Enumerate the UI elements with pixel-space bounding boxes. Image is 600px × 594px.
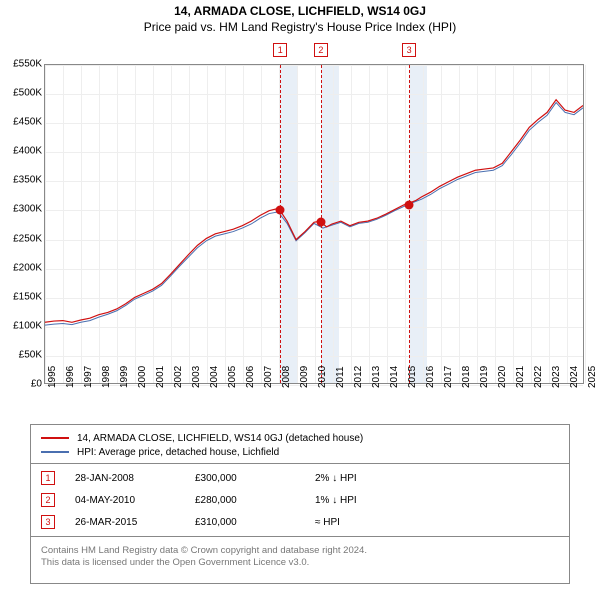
x-axis-label: 2002 [173, 366, 184, 388]
event-dashline [409, 65, 410, 383]
transaction-price: £280,000 [195, 495, 315, 506]
x-axis-label: 2007 [263, 366, 274, 388]
transaction-row: 1 28-JAN-2008£300,0002% ↓ HPI [41, 468, 559, 488]
event-dot [316, 218, 325, 227]
y-axis-label: £150K [13, 291, 42, 302]
event-dashline [280, 65, 281, 383]
x-axis-label: 2006 [245, 366, 256, 388]
chart-container: 14, ARMADA CLOSE, LICHFIELD, WS14 0GJ Pr… [0, 4, 600, 594]
y-axis-label: £550K [13, 59, 42, 70]
transaction-marker: 2 [41, 493, 55, 507]
legend-box: 14, ARMADA CLOSE, LICHFIELD, WS14 0GJ (d… [30, 424, 570, 584]
legend-label: HPI: Average price, detached house, Lich… [77, 447, 279, 458]
x-axis-label: 1996 [65, 366, 76, 388]
transaction-marker: 1 [41, 471, 55, 485]
x-axis-label: 2005 [227, 366, 238, 388]
legend-separator [31, 536, 569, 537]
legend-series-row: HPI: Average price, detached house, Lich… [41, 445, 559, 459]
x-axis-label: 2025 [587, 366, 598, 388]
legend-separator [31, 463, 569, 464]
transaction-date: 28-JAN-2008 [75, 473, 195, 484]
y-axis-label: £200K [13, 262, 42, 273]
attribution-line: This data is licensed under the Open Gov… [41, 557, 559, 569]
legend-series-row: 14, ARMADA CLOSE, LICHFIELD, WS14 0GJ (d… [41, 431, 559, 445]
legend-label: 14, ARMADA CLOSE, LICHFIELD, WS14 0GJ (d… [77, 433, 363, 444]
transaction-price: £300,000 [195, 473, 315, 484]
x-axis-label: 2023 [551, 366, 562, 388]
series-line [45, 103, 583, 326]
legend-swatch [41, 437, 69, 439]
event-dot [405, 200, 414, 209]
x-axis-label: 2001 [155, 366, 166, 388]
x-axis-label: 2022 [533, 366, 544, 388]
legend-series-list: 14, ARMADA CLOSE, LICHFIELD, WS14 0GJ (d… [41, 431, 559, 459]
x-axis-label: 2014 [389, 366, 400, 388]
y-axis-label: £250K [13, 233, 42, 244]
x-axis-label: 2003 [191, 366, 202, 388]
x-axis-label: 2009 [299, 366, 310, 388]
transaction-date: 26-MAR-2015 [75, 517, 195, 528]
y-axis-label: £50K [19, 349, 42, 360]
legend-transactions: 1 28-JAN-2008£300,0002% ↓ HPI 2 04-MAY-2010… [41, 468, 559, 532]
x-axis-label: 2008 [281, 366, 292, 388]
chart-subtitle: Price paid vs. HM Land Registry's House … [0, 20, 600, 34]
y-axis-label: £350K [13, 175, 42, 186]
x-axis-label: 2016 [425, 366, 436, 388]
event-dot [276, 206, 285, 215]
event-marker-box: 1 [273, 43, 287, 57]
x-axis-label: 2015 [407, 366, 418, 388]
event-marker-box: 2 [314, 43, 328, 57]
transaction-hpi: 2% ↓ HPI [315, 473, 435, 484]
x-axis-label: 1995 [47, 366, 58, 388]
x-axis-label: 2011 [335, 366, 346, 388]
x-axis-label: 2020 [497, 366, 508, 388]
y-axis-label: £300K [13, 204, 42, 215]
x-axis-label: 2018 [461, 366, 472, 388]
y-axis-label: £500K [13, 88, 42, 99]
x-axis-label: 2013 [371, 366, 382, 388]
x-axis-label: 2000 [137, 366, 148, 388]
y-axis-label: £400K [13, 146, 42, 157]
transaction-date: 04-MAY-2010 [75, 495, 195, 506]
chart-plot-area: 123 [44, 64, 584, 384]
attribution: Contains HM Land Registry data © Crown c… [41, 545, 559, 570]
chart-svg [45, 65, 583, 383]
x-axis-label: 2017 [443, 366, 454, 388]
x-axis-label: 2012 [353, 366, 364, 388]
x-axis-label: 1998 [101, 366, 112, 388]
series-line [45, 100, 583, 323]
legend-swatch [41, 451, 69, 453]
transaction-hpi: ≈ HPI [315, 517, 435, 528]
chart-title: 14, ARMADA CLOSE, LICHFIELD, WS14 0GJ [0, 4, 600, 18]
transaction-row: 3 26-MAR-2015£310,000≈ HPI [41, 512, 559, 532]
transaction-row: 2 04-MAY-2010£280,0001% ↓ HPI [41, 490, 559, 510]
x-axis-label: 1997 [83, 366, 94, 388]
x-axis-label: 2024 [569, 366, 580, 388]
transaction-marker: 3 [41, 515, 55, 529]
x-axis-label: 2021 [515, 366, 526, 388]
transaction-hpi: 1% ↓ HPI [315, 495, 435, 506]
x-axis-label: 2004 [209, 366, 220, 388]
gridline [585, 65, 586, 383]
y-axis-label: £100K [13, 320, 42, 331]
event-marker-box: 3 [402, 43, 416, 57]
y-axis-label: £450K [13, 117, 42, 128]
y-axis-label: £0 [31, 379, 42, 390]
x-axis-label: 2019 [479, 366, 490, 388]
x-axis-label: 1999 [119, 366, 130, 388]
attribution-line: Contains HM Land Registry data © Crown c… [41, 545, 559, 557]
transaction-price: £310,000 [195, 517, 315, 528]
x-axis-label: 2010 [317, 366, 328, 388]
